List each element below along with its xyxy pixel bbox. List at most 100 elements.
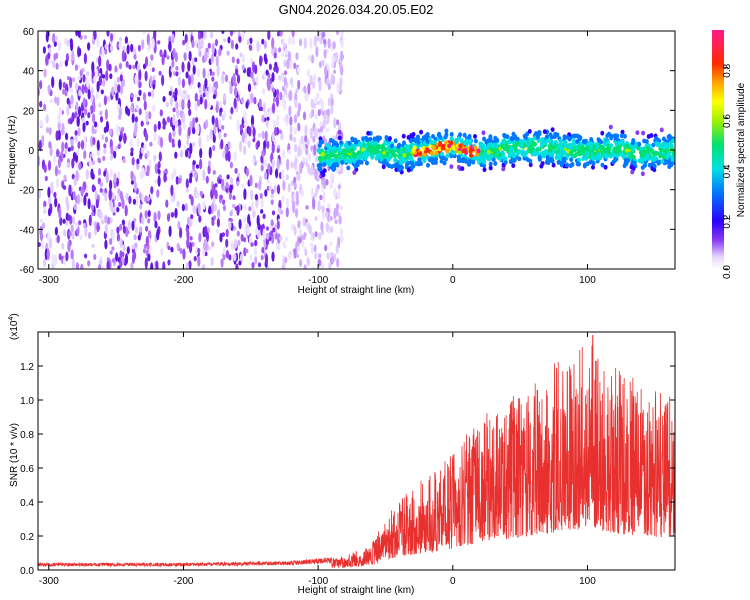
spectrogram-noise-cell [288,90,292,101]
spectrogram-noise-cell [245,248,249,253]
spectrogram-band-cell [550,127,555,132]
spectrogram-noise-cell [199,190,203,197]
spectrogram-noise-cells [38,31,344,269]
spectrogram-noise-cell [244,138,248,145]
spectrogram-band-cell [366,130,371,136]
spectrogram-noise-cell [165,101,169,108]
spectrogram-band-cell [611,159,616,165]
spectrogram-noise-cell [264,130,268,142]
spectrogram-band-cell [535,134,540,140]
spectrogram-noise-cell [170,211,175,218]
spectrogram-noise-cell [279,236,283,242]
spectrogram-noise-cell [276,184,281,195]
spectrogram-noise-cell [202,264,206,269]
snr-y-tick-label: 0.8 [20,430,34,441]
spectrogram-noise-cell [196,68,200,78]
spectrogram-noise-cell [113,150,117,159]
spectrogram-noise-cell [241,183,245,189]
spectrogram-noise-cell [58,106,63,117]
spectrogram-noise-cell [189,120,193,129]
colorbar-tick-label: 0.0 [722,265,733,279]
spectrogram-noise-cell [250,57,254,65]
spectrogram-band-cell [398,160,403,165]
spectrogram-noise-cell [136,138,140,148]
snr-x-axis-label: Height of straight line (km) [298,585,415,596]
spectrogram-noise-cell [157,120,161,130]
spectrogram-noise-cell [70,249,74,260]
spectrogram-noise-cell [146,166,150,171]
spectrogram-noise-cell [229,211,233,217]
spectrogram-noise-cell [171,33,175,44]
spectrogram-noise-cell [263,40,267,50]
spectrogram-noise-cell [107,216,111,225]
spectrogram-noise-cell [275,95,280,107]
spectrogram-noise-cell [166,55,170,60]
spectrogram-band-cell [393,138,398,144]
spectrogram-band-cell [340,160,345,165]
spectrogram-noise-cell [47,186,51,198]
spectrogram-noise-cell [175,66,179,71]
spectrogram-noise-cell [130,43,134,53]
spectrogram-band-cell [569,157,574,163]
spectrogram-noise-cell [48,127,52,136]
spectrogram-band-cell [509,136,514,141]
spectrogram-noise-cell [177,69,181,76]
spectrogram-noise-cell [136,158,140,165]
spectrogram-noise-cell [308,152,312,162]
spectrogram-noise-cell [90,168,94,179]
spectrogram-noise-cell [130,93,134,98]
snr-multiplier-exponent: 4 [8,317,15,321]
spectrogram-noise-cell [91,211,95,217]
spectrogram-band-cell [512,154,516,160]
spectrogram-noise-cell [171,142,175,148]
spectrogram-noise-cell [40,239,45,250]
spectrogram-band-cell [412,145,417,151]
spectrogram-noise-cell [151,67,155,72]
spectrogram-band-cell [419,129,424,135]
spectrogram-noise-cell [50,59,54,64]
spectrogram-noise-cell [290,161,294,169]
spectrogram-band-cell [575,139,580,145]
spectrogram-noise-cell [295,197,299,206]
spectrogram-noise-cell [163,172,167,183]
spectrogram-noise-cell [118,202,122,207]
spectrogram-noise-cell [92,185,96,192]
spectrogram-noise-cell [179,110,183,118]
spectrogram-band-cell [488,165,493,171]
spectrogram-noise-cell [110,201,114,213]
spectrogram-noise-cell [314,168,318,181]
spectrogram-noise-cell [77,31,81,39]
spectrogram-band-cell [384,135,389,140]
spectrogram-band-cell [486,149,491,155]
spectrogram-noise-cell [228,115,233,120]
spectrogram-band-cell [454,139,459,145]
spectrogram-noise-cell [333,117,337,129]
spectrogram-noise-cell [49,145,53,157]
spectrogram-y-tick-label: 60 [23,27,35,38]
spectrogram-noise-cell [206,134,210,143]
spectrogram-noise-cell [233,151,237,161]
spectrogram-noise-cell [106,59,110,71]
spectrogram-band-cell [591,160,596,166]
spectrogram-band-cell [609,135,614,141]
spectrogram-noise-cell [245,167,249,177]
spectrogram-noise-cell [45,31,49,43]
spectrogram-noise-cell [97,157,101,163]
spectrogram-noise-cell [247,140,251,149]
spectrogram-noise-cell [152,104,156,113]
spectrogram-noise-cell [83,150,87,160]
spectrogram-noise-cell [90,135,94,147]
spectrogram-noise-cell [269,230,274,237]
spectrogram-noise-cell [105,70,109,82]
spectrogram-noise-cell [133,181,137,193]
spectrogram-noise-cell [210,31,214,39]
spectrogram-noise-cell [125,192,129,201]
spectrogram-noise-cell [105,171,109,184]
spectrogram-noise-cell [91,160,95,165]
spectrogram-noise-cell [118,62,123,70]
spectrogram-noise-cell [208,146,212,159]
spectrogram-noise-cell [190,214,194,220]
spectrogram-noise-cell [266,233,270,240]
spectrogram-noise-cell [185,226,189,233]
spectrogram-noise-cell [313,144,317,157]
